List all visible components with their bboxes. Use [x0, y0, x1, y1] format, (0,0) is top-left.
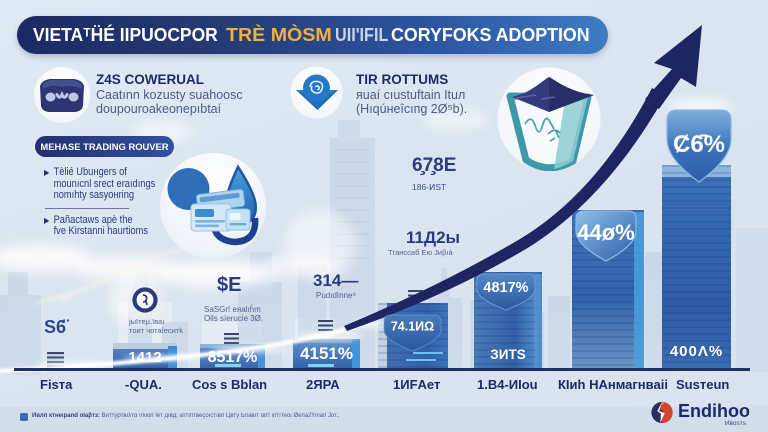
svg-text:Ȼ6̄%: Ȼ6̄% — [673, 131, 725, 158]
svg-text:4817%: 4817% — [483, 280, 528, 296]
svg-text:74.1ИΩ: 74.1ИΩ — [391, 320, 434, 334]
svg-text:44ø%: 44ø% — [577, 220, 634, 245]
